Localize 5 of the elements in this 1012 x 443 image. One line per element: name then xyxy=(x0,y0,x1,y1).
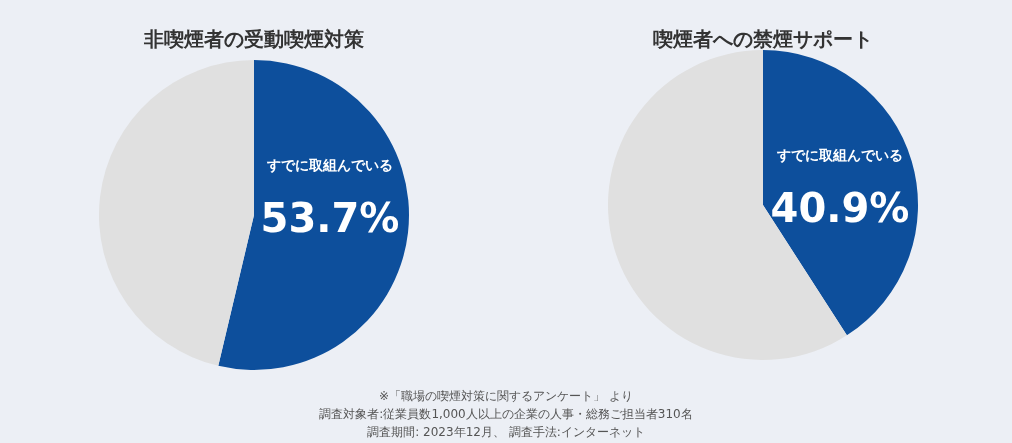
title: 喫煙者への禁煙サポート xyxy=(653,27,873,51)
title: 非喫煙者の受動喫煙対策 xyxy=(144,27,364,51)
annotation: ※「職場の喫煙対策に関するアンケート」 より xyxy=(379,389,633,403)
annotation: 調査期間: 2023年12月、 調査手法:インターネット xyxy=(367,425,645,439)
annotation: 調査対象者:従業員数1,000人以上の企業の人事・総務ご担当者310名 xyxy=(319,407,693,421)
